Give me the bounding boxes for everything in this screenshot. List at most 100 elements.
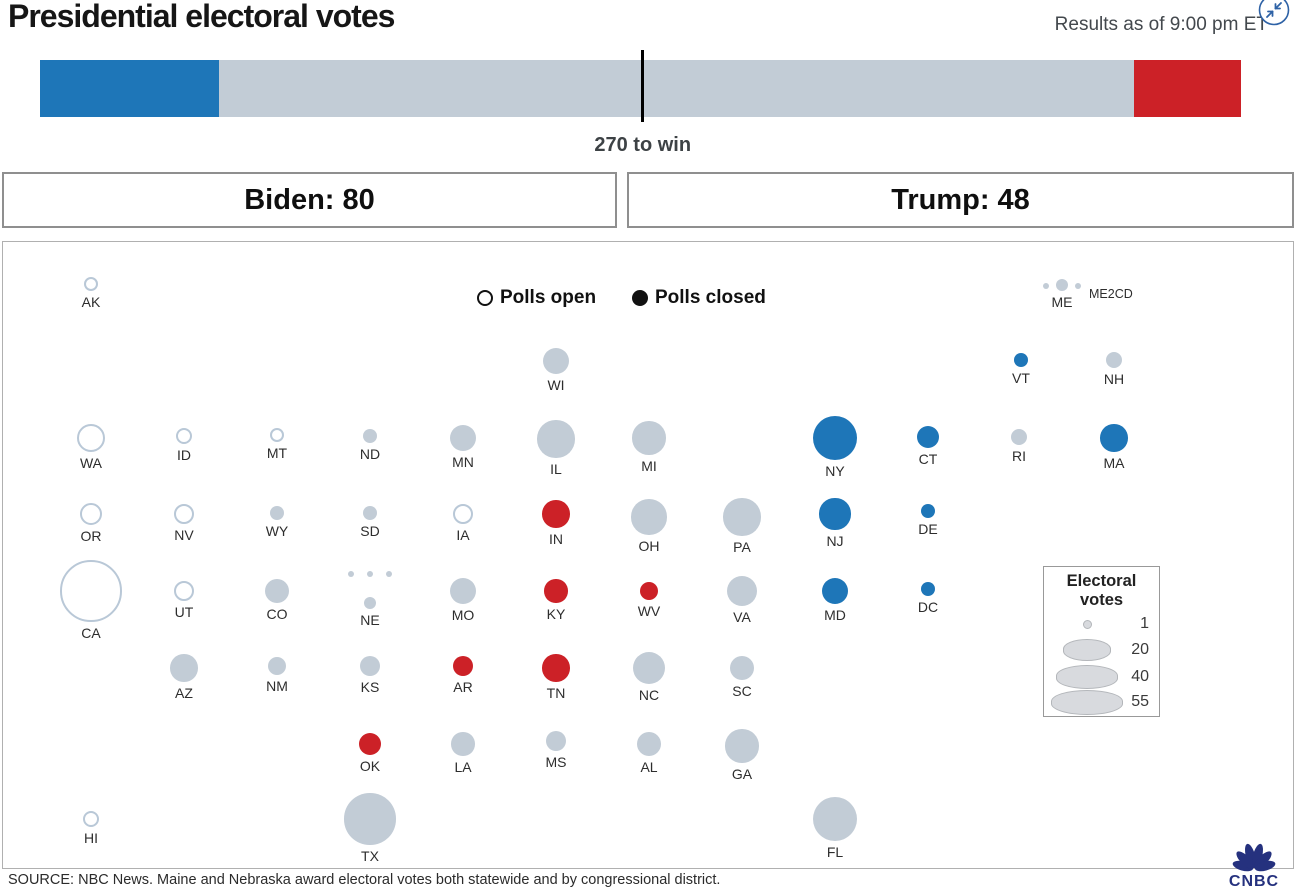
state-label-AR: AR [453,679,473,696]
state-circle-DE[interactable] [920,503,936,519]
state-circle-TX[interactable] [344,793,396,845]
state-label-OK: OK [359,757,381,774]
state-circle-KY[interactable] [544,579,568,603]
size-legend-shape-55 [1051,689,1123,715]
state-label-AK: AK [81,294,101,311]
polls-open-icon [477,290,493,306]
state-circle-MA[interactable] [1100,424,1128,452]
cnbc-peacock-icon: CNBC [1229,843,1279,890]
state-circle-MT[interactable] [269,427,285,443]
polls-open-label: Polls open [500,287,597,308]
state-label-WV: WV [637,603,661,620]
state-label-OR: OR [80,527,102,544]
size-legend-value-55: 55 [1131,693,1149,710]
state-label-DE: DE [918,521,938,538]
state-circle-CA[interactable] [60,560,122,622]
state-circle-WA[interactable] [76,423,106,453]
state-circle-TN[interactable] [542,654,570,682]
svg-text:CNBC: CNBC [1229,873,1279,890]
state-label-IL: IL [550,460,562,477]
state-label-AZ: AZ [175,684,193,701]
state-circle-SD[interactable] [362,505,378,521]
size-legend-value-1: 1 [1140,615,1149,632]
state-circle-MN[interactable] [449,424,477,452]
cnbc-logo: CNBC [1222,836,1286,892]
state-circle-VT[interactable] [1013,352,1029,368]
state-circle-NV[interactable] [173,503,195,525]
state-label-SD: SD [360,523,380,540]
state-label-TX: TX [361,847,379,864]
electoral-votes-size-legend: Electoral votes 1 20 40 55 [1043,566,1160,717]
state-circle-AR[interactable] [452,655,474,677]
trump-score-box: Trump: 48 [627,172,1294,228]
state-circle-district[interactable] [1042,282,1050,290]
state-circle-district[interactable] [1074,282,1082,290]
state-circle-NC[interactable] [632,651,666,685]
state-circle-ID[interactable] [175,427,193,445]
state-circle-OH[interactable] [631,499,667,535]
state-circle-district[interactable] [385,570,393,578]
state-circle-SC[interactable] [729,655,755,681]
270-to-win-label: 270 to win [594,134,692,156]
state-label-NM: NM [266,678,288,695]
state-circle-NE[interactable] [363,596,377,610]
state-label-DC: DC [917,599,939,616]
state-circle-MD[interactable] [821,577,849,605]
state-circle-OK[interactable] [359,733,381,755]
state-label-VT: VT [1012,370,1030,387]
state-label-KS: KS [360,679,380,696]
state-circle-WY[interactable] [269,505,285,521]
polls-closed-icon [632,290,648,306]
state-circle-NM[interactable] [267,656,287,676]
state-circle-district[interactable] [366,570,374,578]
state-circle-VA[interactable] [727,576,757,606]
state-circle-MI[interactable] [632,421,666,455]
state-circle-OR[interactable] [80,503,102,525]
state-circle-DC[interactable] [920,581,936,597]
state-circle-FL[interactable] [812,796,858,842]
state-label-NY: NY [825,463,845,480]
state-circle-ND[interactable] [362,428,378,444]
state-circle-AL[interactable] [636,731,662,757]
state-circle-ME[interactable] [1055,278,1069,292]
state-label-NH: NH [1103,371,1125,388]
state-circle-CT[interactable] [917,426,939,448]
size-legend-title: Electoral votes [1066,572,1137,609]
state-circle-GA[interactable] [725,729,759,763]
state-circle-WI[interactable] [542,347,570,375]
state-label-ND: ND [359,446,381,463]
state-circle-CO[interactable] [264,578,290,604]
state-circle-IL[interactable] [537,420,575,458]
state-circle-KS[interactable] [359,655,381,677]
state-circle-WV[interactable] [639,581,659,601]
state-label-ID: ID [177,447,191,464]
state-circle-AZ[interactable] [170,654,198,682]
annotation-ME2CD: ME2CD [1089,287,1133,301]
state-label-CT: CT [918,450,938,467]
state-label-WY: WY [265,523,289,540]
state-circle-IN[interactable] [542,500,570,528]
state-circle-PA[interactable] [723,498,761,536]
bar-segment-trump [1133,60,1241,117]
state-circle-HI[interactable] [82,810,100,828]
state-circle-UT[interactable] [173,580,195,602]
state-circle-NY[interactable] [812,415,858,461]
state-label-FL: FL [826,844,844,861]
state-circle-district[interactable] [347,570,355,578]
state-circle-RI[interactable] [1010,428,1028,446]
state-label-WI: WI [547,377,565,394]
collapse-button[interactable] [1256,0,1292,35]
state-circle-AK[interactable] [83,276,99,292]
state-circle-MS[interactable] [545,730,567,752]
state-circle-IA[interactable] [452,503,474,525]
state-label-NE: NE [360,612,380,629]
state-circle-NH[interactable] [1105,351,1123,369]
state-label-UT: UT [174,604,194,621]
state-circle-MO[interactable] [449,577,477,605]
state-circle-LA[interactable] [451,732,475,756]
state-label-KY: KY [546,605,566,622]
state-circle-NJ[interactable] [819,498,851,530]
state-label-GA: GA [731,765,753,782]
electoral-vote-race-bar [40,60,1241,117]
